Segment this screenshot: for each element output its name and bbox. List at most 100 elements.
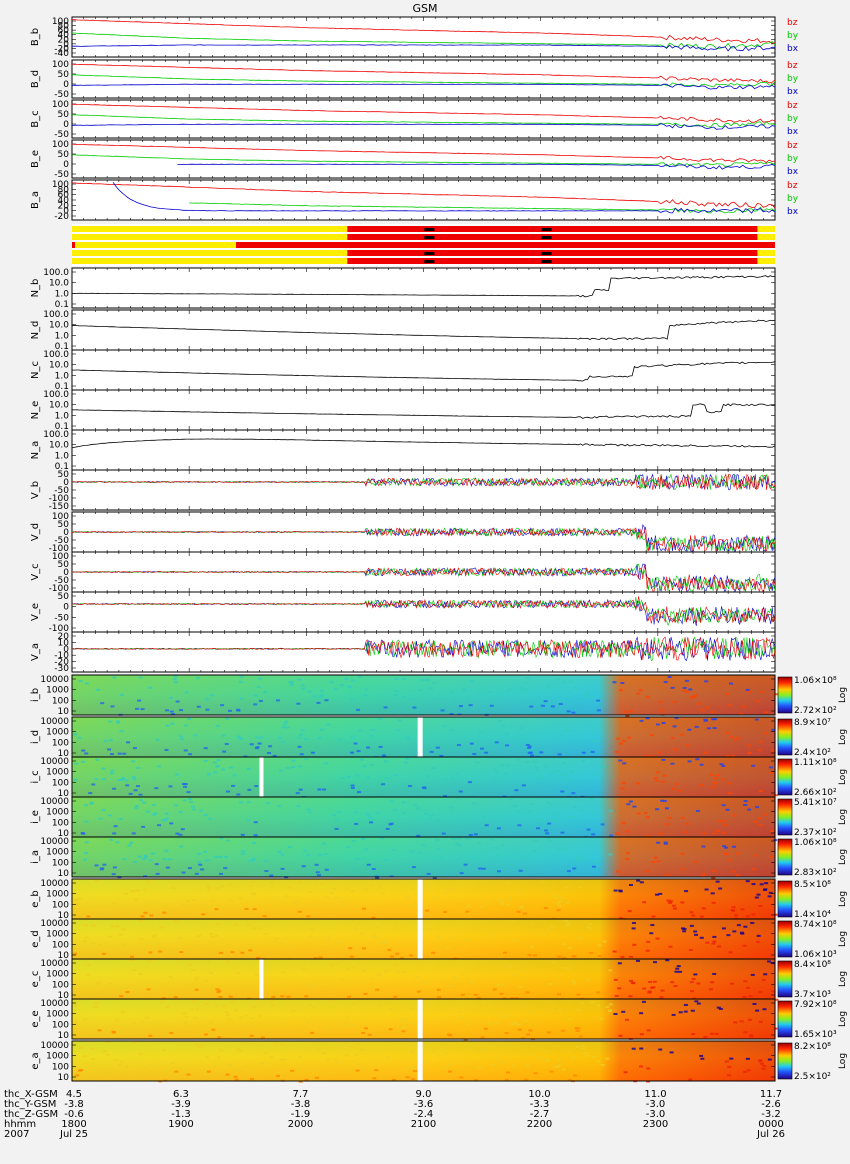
spec-pixel <box>723 846 728 849</box>
spec-pixel <box>664 807 669 810</box>
colorbar <box>777 1000 793 1038</box>
spec-pixel <box>596 698 601 701</box>
spec-pixel <box>367 1033 372 1036</box>
spec-pixel <box>678 789 683 792</box>
y-tick-label: 1000 <box>46 1052 69 1062</box>
spec-pixel <box>178 833 183 836</box>
spec-pixel <box>642 987 647 990</box>
spec-pixel <box>655 808 660 811</box>
spec-pixel <box>74 903 79 906</box>
footer-row-value: -3.3 <box>529 1099 550 1110</box>
spec-pixel <box>132 747 137 750</box>
spec-pixel <box>191 805 196 808</box>
spec-pixel <box>146 810 151 813</box>
spec-pixel <box>554 897 559 900</box>
spec-pixel <box>405 1076 410 1079</box>
spec-pixel <box>773 693 778 696</box>
spec-pixel <box>83 1018 88 1021</box>
spec-pixel <box>94 879 99 882</box>
colorbar-min: 2.4×10² <box>794 748 831 758</box>
spec-pixel <box>566 967 571 970</box>
spec-pixel <box>381 783 386 786</box>
spec-pixel <box>308 935 313 938</box>
spec-pixel <box>369 734 374 737</box>
spec-pixel <box>556 909 561 912</box>
spec-pixel <box>585 978 590 981</box>
v-series <box>71 526 776 553</box>
spec-pixel <box>463 939 468 942</box>
spec-pixel <box>716 1006 721 1009</box>
spec-pixel <box>429 814 434 817</box>
footer-row-value: -0.6 <box>64 1109 84 1120</box>
spec-pixel <box>638 689 643 692</box>
spec-pixel <box>130 890 135 893</box>
footer-row-value: -3.9 <box>171 1099 191 1110</box>
spec-pixel <box>203 814 208 817</box>
spec-pixel <box>721 804 726 807</box>
spec-pixel <box>493 846 498 849</box>
spec-pixel <box>715 774 720 777</box>
footer-row-value: -1.9 <box>290 1109 311 1120</box>
spec-pixel <box>73 952 78 955</box>
spec-pixel <box>645 869 650 872</box>
spec-pixel <box>642 901 647 904</box>
spec-pixel <box>524 1078 529 1081</box>
spec-pixel <box>531 1045 536 1048</box>
spec-pixel <box>489 704 494 707</box>
spec-pixel <box>472 802 477 805</box>
spec-pixel <box>605 1057 610 1060</box>
spec-pixel <box>143 1067 148 1070</box>
spec-pixel <box>567 1078 572 1081</box>
spec-pixel <box>636 812 641 815</box>
spec-pixel <box>561 772 566 775</box>
spec-pixel <box>608 1003 613 1006</box>
spec-pixel <box>443 892 448 895</box>
spec-pixel <box>170 722 175 725</box>
spec-pixel <box>447 1063 452 1066</box>
spec-pixel <box>252 1024 257 1027</box>
spec-pixel <box>83 852 88 855</box>
spec-pixel <box>437 996 442 999</box>
spec-pixel <box>450 776 455 779</box>
spec-pixel <box>596 709 601 712</box>
spec-pixel <box>477 928 482 931</box>
y-tick-label: -50 <box>54 90 69 100</box>
y-tick-label: 0 <box>63 603 69 613</box>
spec-pixel <box>445 946 450 949</box>
spec-pixel <box>77 897 82 900</box>
spec-pixel <box>612 950 617 953</box>
spec-pixel <box>662 799 667 802</box>
spec-pixel <box>143 854 148 857</box>
spec-pixel <box>571 792 576 795</box>
footer-row-label: thc_Y-GSM <box>4 1099 57 1110</box>
spec-pixel <box>320 882 325 885</box>
spec-pixel <box>515 758 520 761</box>
spec-pixel <box>354 822 359 825</box>
spec-pixel <box>618 1034 623 1037</box>
y-tick-label: -100 <box>49 494 70 504</box>
spec-pixel <box>694 860 699 863</box>
spec-pixel <box>334 827 339 830</box>
spec-pixel <box>680 901 685 904</box>
spec-pixel <box>191 1000 196 1003</box>
spec-pixel <box>769 771 774 774</box>
spec-pixel <box>574 856 579 859</box>
n-series <box>71 438 776 449</box>
spec-pixel <box>653 856 658 859</box>
spec-pixel <box>196 705 201 708</box>
spec-pixel <box>246 801 251 804</box>
spec-pixel <box>635 959 640 962</box>
spec-pixel <box>211 1028 216 1031</box>
spec-pixel <box>443 795 448 798</box>
spec-pixel <box>622 762 627 765</box>
spec-pixel <box>758 1060 763 1063</box>
spec-pixel <box>750 973 755 976</box>
spec-pixel <box>340 959 345 962</box>
spec-pixel <box>339 904 344 907</box>
spec-pixel <box>228 766 233 769</box>
spec-pixel <box>596 699 601 702</box>
spec-pixel <box>311 1026 316 1029</box>
spec-pixel <box>371 868 376 871</box>
spec-pixel <box>311 984 316 987</box>
spec-pixel <box>415 939 420 942</box>
